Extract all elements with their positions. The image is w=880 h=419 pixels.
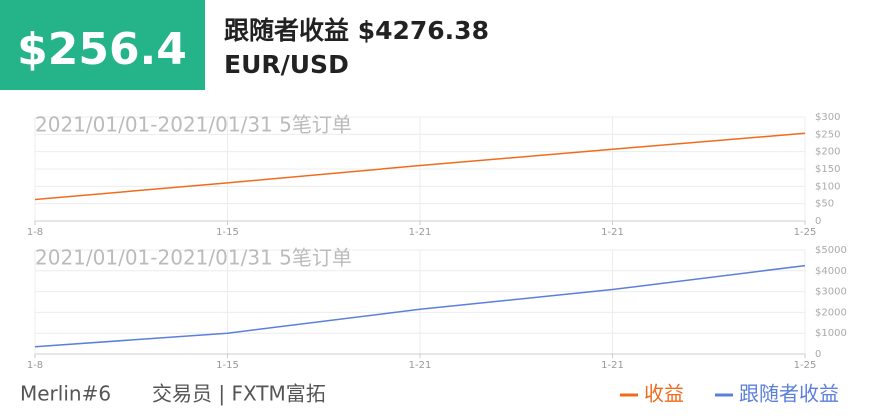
y-tick-label: 0 xyxy=(815,349,821,360)
amount: $256.4 xyxy=(17,24,187,75)
x-tick-label: 1-21 xyxy=(601,360,624,371)
x-tick-label: 1-25 xyxy=(794,360,817,371)
x-tick-label: 1-8 xyxy=(27,227,43,238)
amount-box xyxy=(0,0,205,90)
y-tick-label: $3000 xyxy=(815,287,847,298)
x-tick-label: 1-15 xyxy=(216,360,239,371)
symbol: EUR/USD xyxy=(224,50,349,79)
subtitle: 2021/01/01-2021/01/31 5笔订单 xyxy=(35,113,352,137)
trader: Merlin#6 xyxy=(20,382,111,406)
y-tick-label: $250 xyxy=(815,129,840,140)
line xyxy=(34,264,806,348)
y-tick-label: $5000 xyxy=(815,245,847,256)
y-tick-label: $150 xyxy=(815,164,840,175)
y-tick-label: 0 xyxy=(815,216,821,227)
subtitle: 2021/01/01-2021/01/31 5笔订单 xyxy=(35,246,352,270)
y-tick-label: $300 xyxy=(815,112,840,123)
x-tick-label: 1-21 xyxy=(409,227,432,238)
y-tick-label: $2000 xyxy=(815,307,847,318)
y-tick-label: $100 xyxy=(815,181,840,192)
legend-label: 跟随者收益 xyxy=(739,382,839,406)
role: 交易员 | FXTM富拓 xyxy=(152,382,326,406)
legend-label: 收益 xyxy=(644,382,684,406)
y-tick-label: $4000 xyxy=(815,266,847,277)
y-tick-label: $1000 xyxy=(815,328,847,339)
y-tick-label: $200 xyxy=(815,147,840,158)
y-tick-label: $50 xyxy=(815,199,834,210)
x-tick-label: 1-21 xyxy=(601,227,624,238)
x-tick-label: 1-15 xyxy=(216,227,239,238)
x-tick-label: 1-8 xyxy=(27,360,43,371)
line xyxy=(34,132,806,201)
title: 跟随者收益 $4276.38 xyxy=(224,16,489,45)
x-tick-label: 1-25 xyxy=(794,227,817,238)
x-tick-label: 1-21 xyxy=(409,360,432,371)
